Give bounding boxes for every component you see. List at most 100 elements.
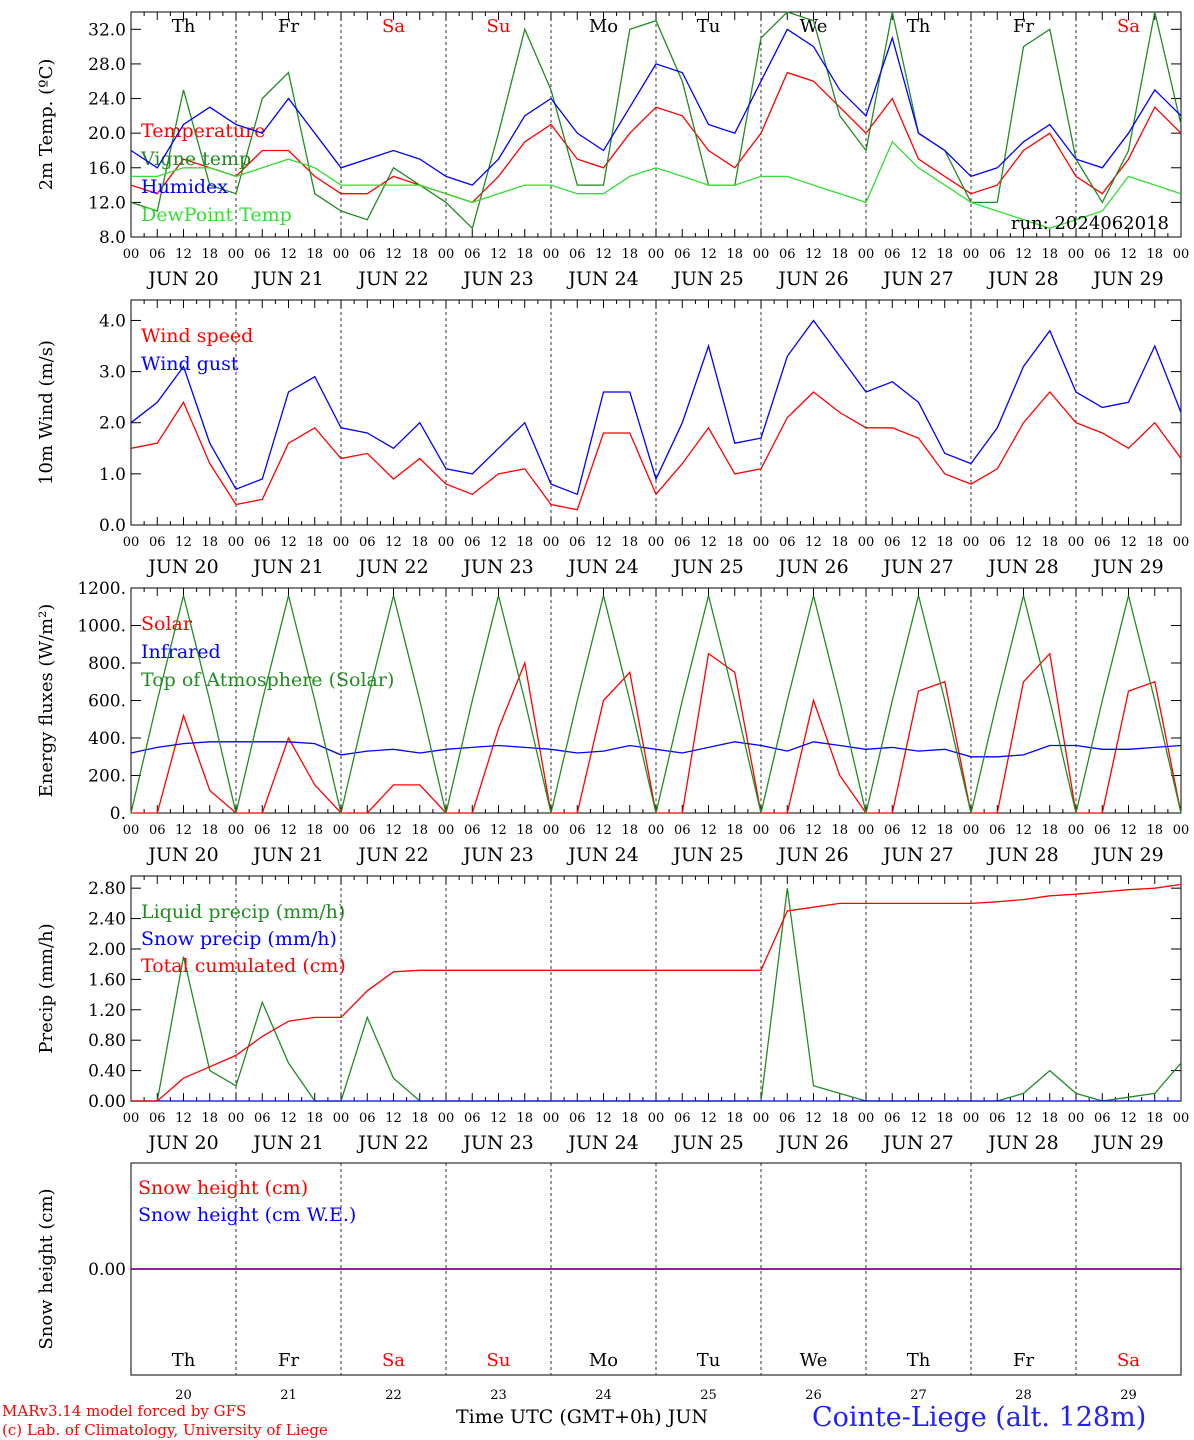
x-hour-label: 00 xyxy=(543,823,560,838)
x-hour-label: 12 xyxy=(595,823,612,838)
x-hour-label: 00 xyxy=(438,247,455,262)
x-hour-label: 18 xyxy=(411,247,428,262)
x-day-label: JUN 25 xyxy=(671,556,743,578)
x-hour-label: 18 xyxy=(726,1111,743,1126)
weekday-label: Sa xyxy=(382,1350,405,1371)
panel-frame-2 xyxy=(130,587,1182,814)
weekday-label: Sa xyxy=(1117,16,1140,37)
weekday-label: Tu xyxy=(697,1350,721,1371)
legend-entry: Total cumulated (cm) xyxy=(141,955,346,977)
x-hour-label: 00 xyxy=(1173,823,1190,838)
x-hour-label: 12 xyxy=(1120,823,1137,838)
x-hour-label: 06 xyxy=(884,535,901,550)
x-hour-label: 18 xyxy=(516,1111,533,1126)
y-tick-label: 20.0 xyxy=(88,124,126,144)
x-day-label: JUN 21 xyxy=(251,556,323,578)
x-hour-label: 18 xyxy=(201,535,218,550)
x-day-label: JUN 21 xyxy=(251,268,323,290)
x-hour-label: 06 xyxy=(464,823,481,838)
x-hour-label: 18 xyxy=(831,1111,848,1126)
x-hour-label: 18 xyxy=(516,823,533,838)
x-hour-label: 00 xyxy=(543,247,560,262)
weekday-label: We xyxy=(800,1350,828,1371)
x-hour-label: 00 xyxy=(753,247,770,262)
x-hour-label: 12 xyxy=(280,535,297,550)
x-day-label: JUN 20 xyxy=(146,1132,218,1154)
x-hour-label: 12 xyxy=(700,1111,717,1126)
x-hour-label: 12 xyxy=(910,535,927,550)
x-hour-label: 00 xyxy=(648,1111,665,1126)
y-axis-label: 10m Wind (m/s) xyxy=(36,340,57,485)
x-day-label: JUN 28 xyxy=(986,268,1058,290)
series-line xyxy=(130,741,1182,758)
x-hour-label: 00 xyxy=(543,535,560,550)
x-hour-label: 18 xyxy=(621,247,638,262)
y-tick-label: 0.80 xyxy=(88,1031,126,1051)
series-line xyxy=(130,28,1182,186)
x-hour-label: 18 xyxy=(831,823,848,838)
x-hour-label: 06 xyxy=(569,535,586,550)
x-day-label: JUN 23 xyxy=(461,844,533,866)
y-tick-label: 2.0 xyxy=(99,414,126,434)
y-tick-label: 28.0 xyxy=(88,55,126,75)
x-hour-label: 18 xyxy=(1146,1111,1163,1126)
x-hour-label: 06 xyxy=(254,535,271,550)
x-hour-label: 00 xyxy=(228,1111,245,1126)
x-day-label: JUN 27 xyxy=(881,1132,953,1154)
x-day-label: JUN 22 xyxy=(356,268,428,290)
series-line xyxy=(130,11,1182,230)
x-day-label: JUN 24 xyxy=(566,844,638,866)
y-tick-label: 0.00 xyxy=(88,1092,126,1112)
x-axis-title: Time UTC (GMT+0h) JUN xyxy=(456,1406,708,1428)
x-hour-label: 06 xyxy=(884,1111,901,1126)
x-hour-label: 18 xyxy=(1041,247,1058,262)
station-label: Cointe-Liege (alt. 128m) xyxy=(812,1402,1147,1433)
x-hour-label: 18 xyxy=(726,535,743,550)
x-day-label: JUN 24 xyxy=(566,268,638,290)
x-hour-label: 00 xyxy=(648,823,665,838)
y-tick-label: 400. xyxy=(88,729,126,749)
x-day-label: JUN 29 xyxy=(1091,844,1163,866)
x-day-label: JUN 24 xyxy=(566,556,638,578)
y-tick-label: 32.0 xyxy=(88,20,126,40)
x-day-label: JUN 22 xyxy=(356,1132,428,1154)
x-day-label: JUN 21 xyxy=(251,844,323,866)
weekday-label: Mo xyxy=(589,1350,618,1371)
x-day-label: JUN 26 xyxy=(776,1132,848,1154)
x-hour-label: 12 xyxy=(805,823,822,838)
x-day-label: JUN 27 xyxy=(881,268,953,290)
legend-entry: Wind speed xyxy=(141,325,253,347)
x-hour-label: 06 xyxy=(674,535,691,550)
x-hour-label: 12 xyxy=(490,1111,507,1126)
x-day-label: JUN 20 xyxy=(146,844,218,866)
x-hour-label: 00 xyxy=(1068,1111,1085,1126)
y-tick-label: 3.0 xyxy=(99,363,126,383)
x-hour-label: 06 xyxy=(359,1111,376,1126)
x-hour-label: 00 xyxy=(123,1111,140,1126)
x-hour-label: 00 xyxy=(858,247,875,262)
x-day-label: JUN 22 xyxy=(356,556,428,578)
x-hour-label: 12 xyxy=(805,247,822,262)
x-hour-label: 00 xyxy=(333,1111,350,1126)
x-day-label: JUN 28 xyxy=(986,1132,1058,1154)
x-hour-label: 00 xyxy=(1068,823,1085,838)
y-tick-label: 800. xyxy=(88,654,126,674)
series-line xyxy=(130,390,1182,511)
x-hour-label: 00 xyxy=(963,247,980,262)
x-date-number: 20 xyxy=(175,1388,192,1403)
x-hour-label: 00 xyxy=(753,1111,770,1126)
x-hour-label: 18 xyxy=(621,1111,638,1126)
x-hour-label: 00 xyxy=(438,535,455,550)
legend-entry: Humidex xyxy=(141,176,228,198)
y-tick-label: 2.80 xyxy=(88,879,126,899)
x-hour-label: 00 xyxy=(438,823,455,838)
x-hour-label: 00 xyxy=(963,823,980,838)
x-hour-label: 00 xyxy=(333,247,350,262)
x-hour-label: 12 xyxy=(700,823,717,838)
legend-entry: DewPoint Temp xyxy=(141,204,292,226)
x-hour-label: 12 xyxy=(1120,535,1137,550)
x-day-label: JUN 27 xyxy=(881,556,953,578)
x-hour-label: 18 xyxy=(726,247,743,262)
x-hour-label: 06 xyxy=(464,535,481,550)
x-day-label: JUN 29 xyxy=(1091,556,1163,578)
